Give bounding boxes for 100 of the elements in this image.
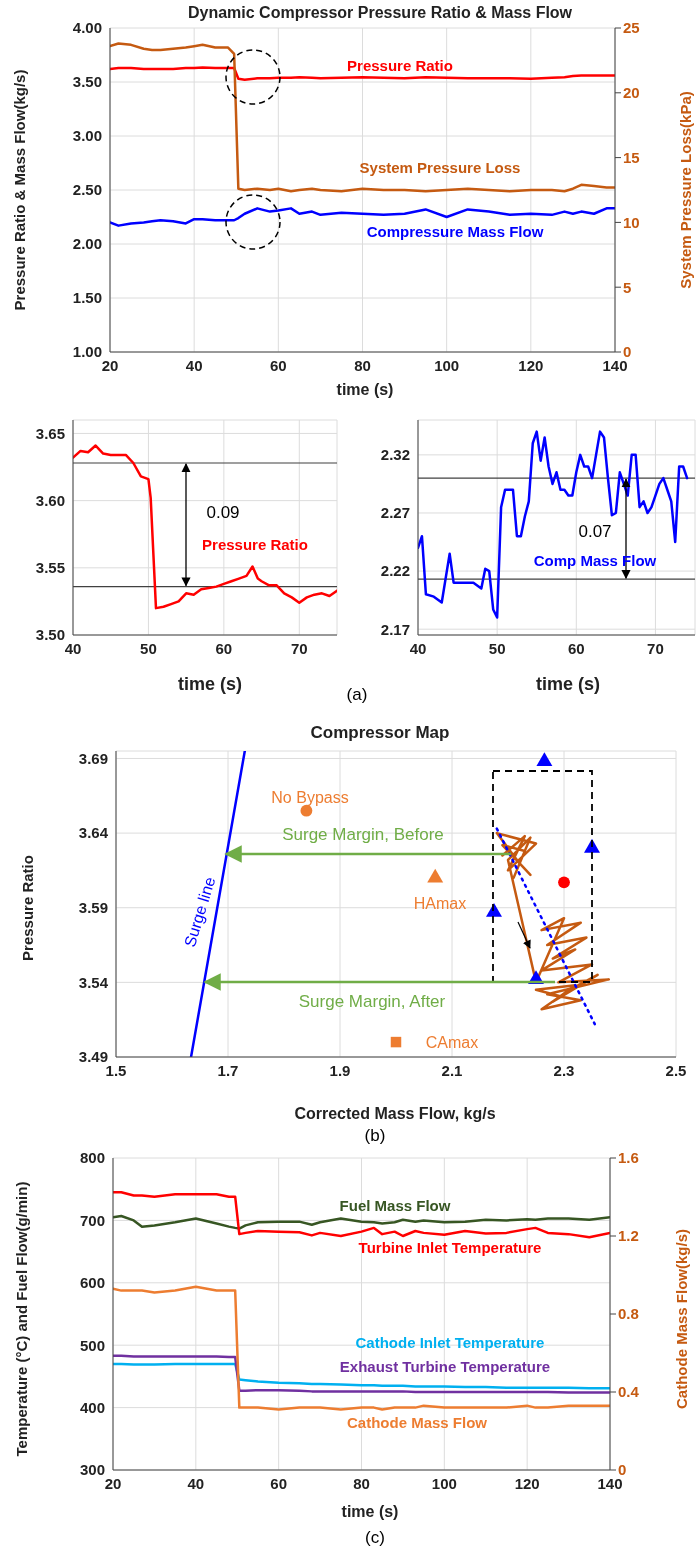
x-tick-label: 40 bbox=[409, 639, 427, 657]
point bbox=[427, 868, 444, 883]
line-series bbox=[73, 444, 337, 610]
y-tick-label: 400 bbox=[79, 1398, 105, 1416]
x-tick-label: 60 bbox=[269, 356, 287, 374]
y2-tick-label: 15 bbox=[623, 148, 640, 166]
annotation: Surge Margin, After bbox=[298, 991, 446, 1012]
y-tick-label: 2.22 bbox=[380, 562, 410, 580]
x-tick-label: 50 bbox=[488, 639, 506, 657]
y2-tick-label: 25 bbox=[623, 19, 640, 37]
x-tick-label: 40 bbox=[64, 639, 82, 657]
x-tick-label: 70 bbox=[647, 639, 664, 657]
x-tick-label: 2.1 bbox=[441, 1061, 463, 1079]
y-tick-label: 1.00 bbox=[72, 343, 102, 361]
text: Cathode Inlet Temperature bbox=[355, 1333, 545, 1352]
y-tick-label: 3.49 bbox=[78, 1048, 108, 1066]
x-tick-label: 80 bbox=[353, 1474, 370, 1492]
y-tick-label: 700 bbox=[79, 1211, 105, 1229]
x-tick-label: 70 bbox=[290, 639, 308, 657]
x-tick-label: 50 bbox=[140, 639, 157, 657]
line-series bbox=[113, 1354, 610, 1394]
line-series bbox=[113, 1362, 610, 1390]
x-tick-label: 100 bbox=[431, 1474, 457, 1492]
x-tick-label: 100 bbox=[434, 356, 460, 374]
y-tick-label: 3.69 bbox=[78, 749, 108, 767]
y-tick-label: 2.32 bbox=[380, 446, 410, 464]
y-tick-label: 2.00 bbox=[72, 235, 102, 253]
line-series bbox=[113, 1214, 610, 1230]
x-axis-title: time (s) bbox=[535, 674, 601, 695]
y-tick-label: 3.64 bbox=[78, 824, 109, 842]
line-series bbox=[110, 42, 615, 193]
line-series bbox=[110, 207, 615, 227]
series-label: Exhaust Turbine Temperature bbox=[339, 1357, 551, 1376]
text: (c) bbox=[365, 1527, 385, 1548]
annotation: 0.07 bbox=[578, 521, 612, 542]
y2-tick-label: 5 bbox=[623, 278, 632, 296]
y-tick-label: 3.50 bbox=[35, 626, 65, 644]
series-label: CAmax bbox=[425, 1034, 479, 1052]
text: Surge line bbox=[181, 874, 219, 950]
y-axis-title: Pressure Ratio & Mass Flow(kg/s) bbox=[10, 69, 29, 311]
x-axis-title: time (s) bbox=[177, 674, 243, 695]
series-label: System Pressure Loss bbox=[359, 158, 521, 177]
series-label: Pressure Ratio bbox=[347, 56, 453, 75]
y2-tick-label: 0.8 bbox=[618, 1305, 639, 1323]
x-tick-label: 60 bbox=[567, 639, 585, 657]
line-series bbox=[495, 831, 611, 1011]
y2-tick-label: 10 bbox=[623, 213, 640, 231]
x-tick-label: 40 bbox=[187, 1474, 205, 1492]
series-label: Fuel Mass Flow bbox=[339, 1196, 451, 1215]
x-tick-label: 2.5 bbox=[665, 1061, 687, 1079]
x-tick-label: 2.3 bbox=[553, 1061, 575, 1079]
x-tick-label: 1.7 bbox=[217, 1061, 239, 1079]
text: (a) bbox=[346, 684, 368, 705]
chart-title: Dynamic Compressor Pressure Ratio & Mass Flow bbox=[187, 4, 573, 22]
y-tick-label: 3.59 bbox=[78, 899, 108, 917]
y-tick-label: 3.55 bbox=[35, 559, 65, 577]
y-tick-label: 3.60 bbox=[35, 491, 65, 509]
x-axis-title: Corrected Mass Flow, kg/s bbox=[294, 1105, 496, 1123]
series-label: Pressure Ratio bbox=[202, 535, 308, 554]
x-tick-label: 1.9 bbox=[329, 1061, 351, 1079]
series-label: Turbine Inlet Temperature bbox=[358, 1238, 542, 1257]
x-tick-label: 120 bbox=[514, 1474, 540, 1492]
y-tick-label: 4.00 bbox=[72, 19, 102, 37]
series-label: HAmax bbox=[413, 895, 467, 913]
y-tick-label: 2.50 bbox=[72, 181, 102, 199]
series-label: Cathode Mass Flow bbox=[346, 1413, 488, 1432]
x-tick-label: 1.5 bbox=[105, 1061, 127, 1079]
y2-tick-label: 1.2 bbox=[618, 1227, 639, 1245]
y2-tick-label: 20 bbox=[623, 84, 640, 102]
y-axis-title: Pressure Ratio bbox=[18, 855, 37, 961]
line-series bbox=[113, 1285, 610, 1411]
x-tick-label: 120 bbox=[518, 356, 544, 374]
x-tick-label: 20 bbox=[104, 1474, 122, 1492]
y-tick-label: 500 bbox=[79, 1336, 105, 1354]
x-tick-label: 40 bbox=[185, 356, 203, 374]
y-tick-label: 2.27 bbox=[380, 504, 410, 522]
y-tick-label: 300 bbox=[79, 1461, 105, 1479]
text: (b) bbox=[364, 1125, 386, 1146]
y2-tick-label: 1.6 bbox=[618, 1149, 639, 1167]
y-tick-label: 800 bbox=[79, 1149, 105, 1167]
x-tick-label: 60 bbox=[270, 1474, 288, 1492]
series-label: Compressure Mass Flow bbox=[366, 222, 544, 241]
annotation: 0.09 bbox=[206, 502, 240, 523]
y2-axis-title: System Pressure Loss(kPa) bbox=[676, 91, 695, 289]
y-tick-label: 3.65 bbox=[35, 424, 65, 442]
point bbox=[536, 752, 553, 767]
line-series bbox=[418, 430, 689, 619]
x-tick-label: 20 bbox=[101, 356, 119, 374]
y-tick-label: 3.50 bbox=[72, 73, 102, 91]
y-tick-label: 2.17 bbox=[380, 620, 410, 638]
y-axis-title: Temperature (°C) and Fuel Flow(g/min) bbox=[12, 1181, 31, 1457]
y-tick-label: 600 bbox=[79, 1274, 105, 1292]
x-tick-label: 60 bbox=[215, 639, 233, 657]
annotation: Surge Margin, Before bbox=[282, 824, 444, 845]
y-tick-label: 3.00 bbox=[72, 127, 102, 145]
y-tick-label: 1.50 bbox=[72, 289, 102, 307]
x-axis-title: time (s) bbox=[341, 1503, 399, 1521]
chart-title: Compressor Map bbox=[310, 722, 450, 743]
y2-axis-title: Cathode Mass Flow(kg/s) bbox=[672, 1228, 691, 1410]
series-label: No Bypass bbox=[271, 789, 349, 807]
